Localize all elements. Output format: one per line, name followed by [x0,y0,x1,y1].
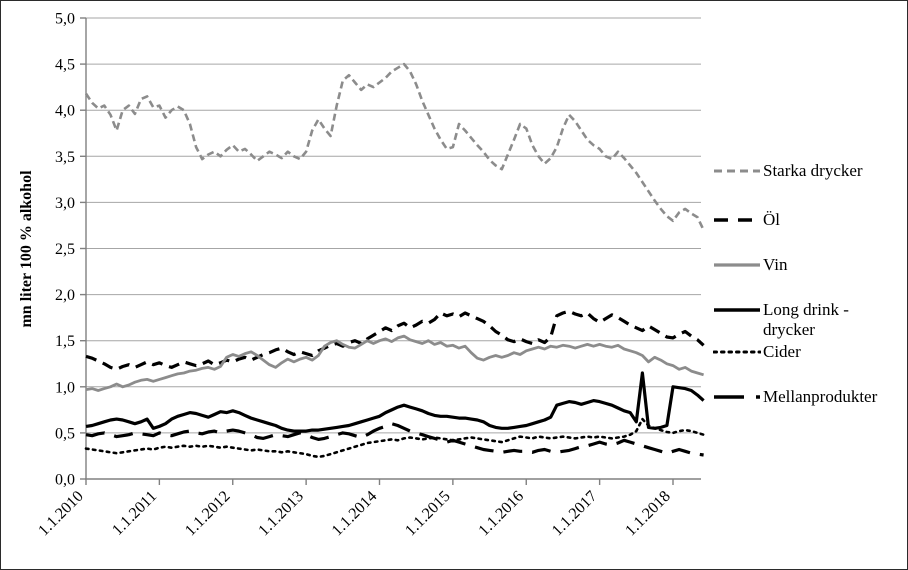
y-tick-label: 1,5 [55,333,75,350]
x-tick-label: 1.1.2016 [475,488,527,540]
series-line-starka-drycker [84,62,705,231]
x-tick-label: 1.1.2012 [182,488,234,540]
gridlines [86,17,701,434]
x-tick-label: 1.1.2011 [109,488,160,539]
legend-label: Cider [763,342,801,361]
series-line-mellanprodukter [85,422,704,457]
x-tick-label: 1.1.2018 [622,488,674,540]
legend-item-long-drink-drycker: Long drink - drycker [713,300,885,341]
legend-line-sample-icon [714,308,760,312]
y-tick-label: 0,5 [55,425,75,442]
legend-label: Mellanprodukter [763,387,878,406]
y-tick-label: 0,0 [55,472,75,489]
x-tick-label: 1.1.2017 [549,488,601,540]
legend-line-sample-icon [714,218,760,222]
y-tick-label: 5,0 [55,11,75,28]
y-tick-label: 4,5 [55,57,75,74]
x-tick-label: 1.1.2013 [255,488,307,540]
y-axis-title: mn liter 100 % alkohol [18,170,35,328]
y-tick-label: 4,0 [55,103,75,120]
series-line-cider [84,417,705,459]
legend-line-sample-icon [714,169,760,173]
x-tick-label: 1.1.2010 [35,488,87,540]
series-line-long-drink-drycker [85,371,705,433]
x-tick-label: 1.1.2014 [329,488,381,540]
legend-line-sample-icon [714,395,760,399]
legend: Starka drycker Öl Vin Long drink - drycker C… [713,1,907,569]
x-tick-label: 1.1.2015 [402,488,454,540]
y-tick-label: 3,0 [55,195,75,212]
legend-item-mellanprodukter: Mellanprodukter [713,387,877,407]
axes [80,17,701,485]
legend-item-vin: Vin [713,255,787,275]
legend-item-cider: Cider [713,342,801,362]
x-axis-tick-labels: 1.1.2010 1.1.2011 1.1.2012 1.1.2013 1.1.2014… [35,488,674,540]
series-line--l [85,309,705,371]
legend-item-starka-drycker: Starka drycker [713,161,863,181]
legend-label: Long drink - drycker [763,300,849,340]
series-lines [84,62,705,459]
y-tick-label: 1,0 [55,379,75,396]
legend-item--l: Öl [713,210,780,230]
y-tick-label: 3,5 [55,149,75,166]
legend-line-sample-icon [714,263,760,267]
y-axis-tick-labels: 0,0 0,5 1,0 1,5 2,0 2,5 3,0 3,5 4,0 4,5 5,0 [55,11,75,489]
legend-line-sample-icon [713,350,761,354]
legend-label: Starka drycker [763,161,863,180]
legend-label: Vin [763,255,788,274]
series-line-vin [85,334,704,392]
y-tick-label: 2,0 [55,287,75,304]
y-tick-label: 2,5 [55,241,75,258]
legend-label: Öl [763,210,780,229]
